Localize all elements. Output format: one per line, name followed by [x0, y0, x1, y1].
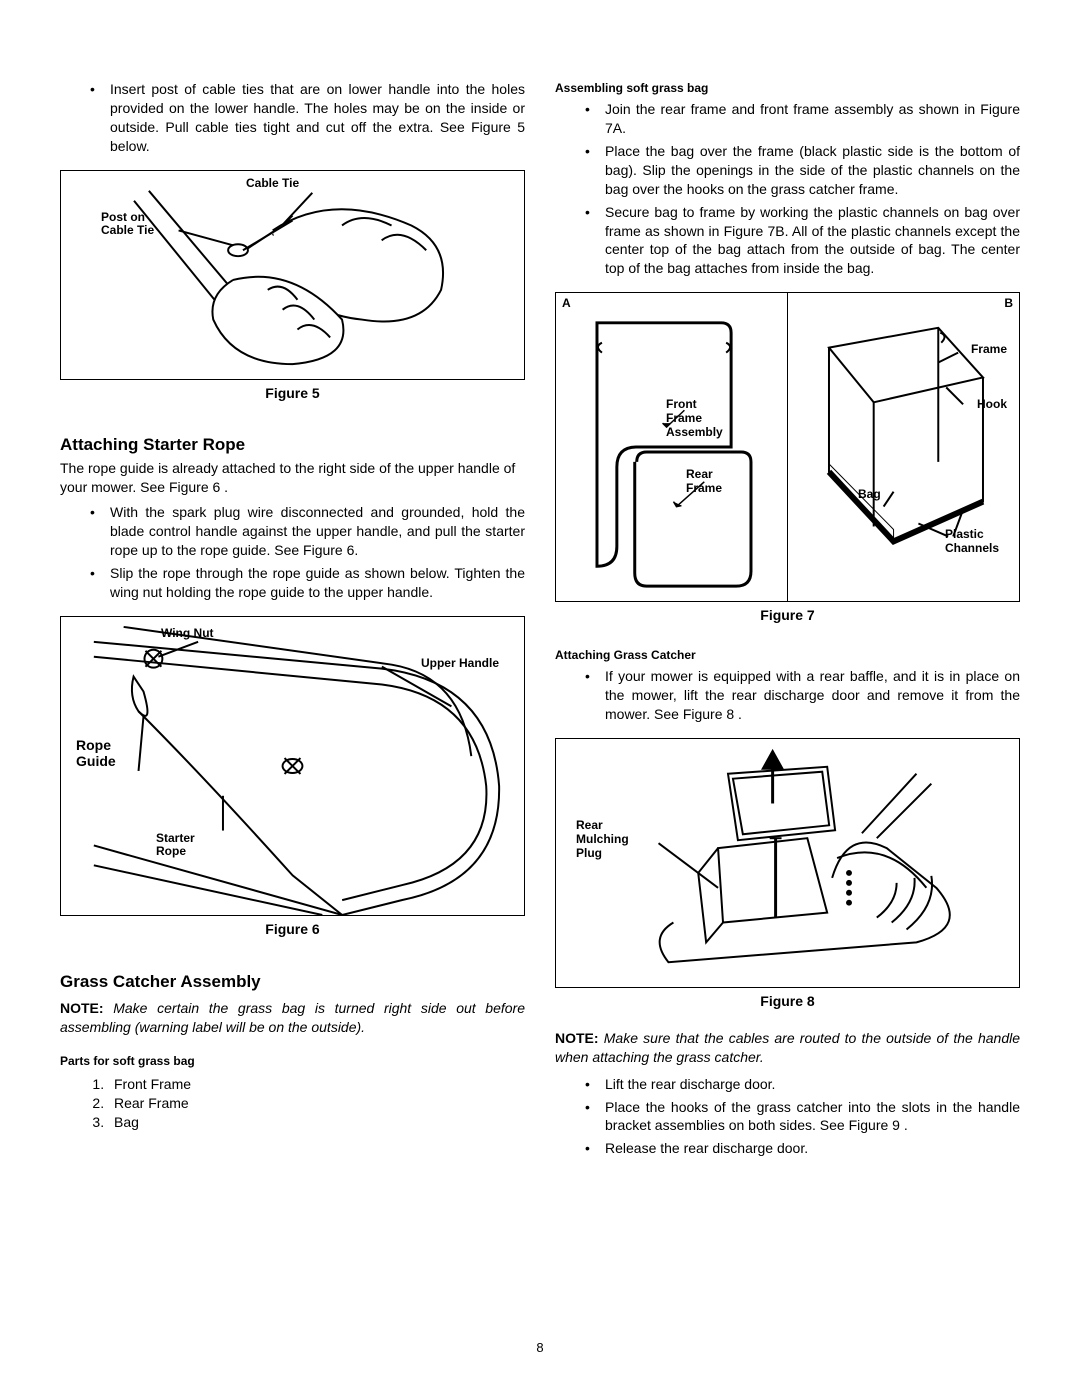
list-item: Lift the rear discharge door.	[585, 1075, 1020, 1094]
label-hook: Hook	[977, 398, 1007, 412]
label-plastic: Plastic Channels	[945, 528, 999, 556]
label-rear-frame: Rear Frame	[686, 468, 722, 496]
heading-starter-rope: Attaching Starter Rope	[60, 434, 525, 457]
note-text: Make certain the grass bag is turned rig…	[60, 1000, 525, 1035]
label-upper-handle: Upper Handle	[421, 657, 499, 671]
figure-6-caption: Figure 6	[60, 920, 525, 939]
note-prefix: NOTE:	[60, 1000, 104, 1016]
list-item: Front Frame	[108, 1075, 525, 1094]
assembling-list: Join the rear frame and front frame asse…	[555, 100, 1020, 282]
figure-7b: B Frame Hook Bag Plastic Channels	[788, 293, 1019, 601]
parts-list: Front Frame Rear Frame Bag	[60, 1075, 525, 1132]
figure-7a-svg	[556, 293, 787, 601]
label-frame: Frame	[971, 343, 1007, 357]
intro-list: Insert post of cable ties that are on lo…	[60, 80, 525, 160]
list-item: Place the bag over the frame (black plas…	[585, 142, 1020, 199]
sub-parts: Parts for soft grass bag	[60, 1053, 525, 1069]
figure-8-svg	[556, 739, 1019, 987]
figure-5-svg	[61, 171, 524, 379]
attaching-list: If your mower is equipped with a rear ba…	[555, 667, 1020, 728]
starter-list: With the spark plug wire disconnected an…	[60, 503, 525, 605]
label-rear-mulching: Rear Mulching Plug	[576, 819, 629, 860]
note-prefix: NOTE:	[555, 1030, 599, 1046]
label-A: A	[562, 297, 571, 311]
list-item: If your mower is equipped with a rear ba…	[585, 667, 1020, 724]
note-text: Make sure that the cables are routed to …	[555, 1030, 1020, 1065]
list-item: Release the rear discharge door.	[585, 1139, 1020, 1158]
figure-7a: A Front Frame Assembly Rear Frame	[556, 293, 788, 601]
list-item: Insert post of cable ties that are on lo…	[90, 80, 525, 156]
label-bag: Bag	[858, 488, 881, 502]
grass-note: NOTE: Make certain the grass bag is turn…	[60, 999, 525, 1037]
list-item: Join the rear frame and front frame asse…	[585, 100, 1020, 138]
columns: Insert post of cable ties that are on lo…	[60, 80, 1020, 1319]
figure-7-box: A Front Frame Assembly Rear Frame	[555, 292, 1020, 602]
sub-assembling: Assembling soft grass bag	[555, 80, 1020, 96]
page: Insert post of cable ties that are on lo…	[0, 0, 1080, 1397]
page-number: 8	[60, 1339, 1020, 1357]
list-item: Rear Frame	[108, 1094, 525, 1113]
figure-8-caption: Figure 8	[555, 992, 1020, 1011]
label-post-on-cable-tie: Post on Cable Tie	[101, 211, 154, 239]
label-front-frame: Front Frame Assembly	[666, 398, 723, 439]
starter-intro: The rope guide is already attached to th…	[60, 459, 525, 497]
label-B: B	[1004, 297, 1013, 311]
label-starter-rope: Starter Rope	[156, 832, 195, 860]
label-cable-tie: Cable Tie	[246, 177, 299, 191]
list-item: Bag	[108, 1113, 525, 1132]
figure-8-box: Rear Mulching Plug	[555, 738, 1020, 988]
list-item: Slip the rope through the rope guide as …	[90, 564, 525, 602]
list-item: Place the hooks of the grass catcher int…	[585, 1098, 1020, 1136]
figure-6-box: Wing Nut Upper Handle Rope Guide Starter…	[60, 616, 525, 916]
list-item: With the spark plug wire disconnected an…	[90, 503, 525, 560]
figure-7-caption: Figure 7	[555, 606, 1020, 625]
right-column: Assembling soft grass bag Join the rear …	[555, 80, 1020, 1319]
sub-attaching: Attaching Grass Catcher	[555, 647, 1020, 663]
figure-5-box: Cable Tie Post on Cable Tie	[60, 170, 525, 380]
figure-5-caption: Figure 5	[60, 384, 525, 403]
label-wing-nut: Wing Nut	[161, 627, 214, 641]
note-2: NOTE: Make sure that the cables are rout…	[555, 1029, 1020, 1067]
left-column: Insert post of cable ties that are on lo…	[60, 80, 525, 1319]
label-rope-guide: Rope Guide	[76, 737, 116, 769]
heading-grass-catcher: Grass Catcher Assembly	[60, 971, 525, 994]
list-item: Secure bag to frame by working the plast…	[585, 203, 1020, 279]
final-list: Lift the rear discharge door. Place the …	[555, 1075, 1020, 1163]
